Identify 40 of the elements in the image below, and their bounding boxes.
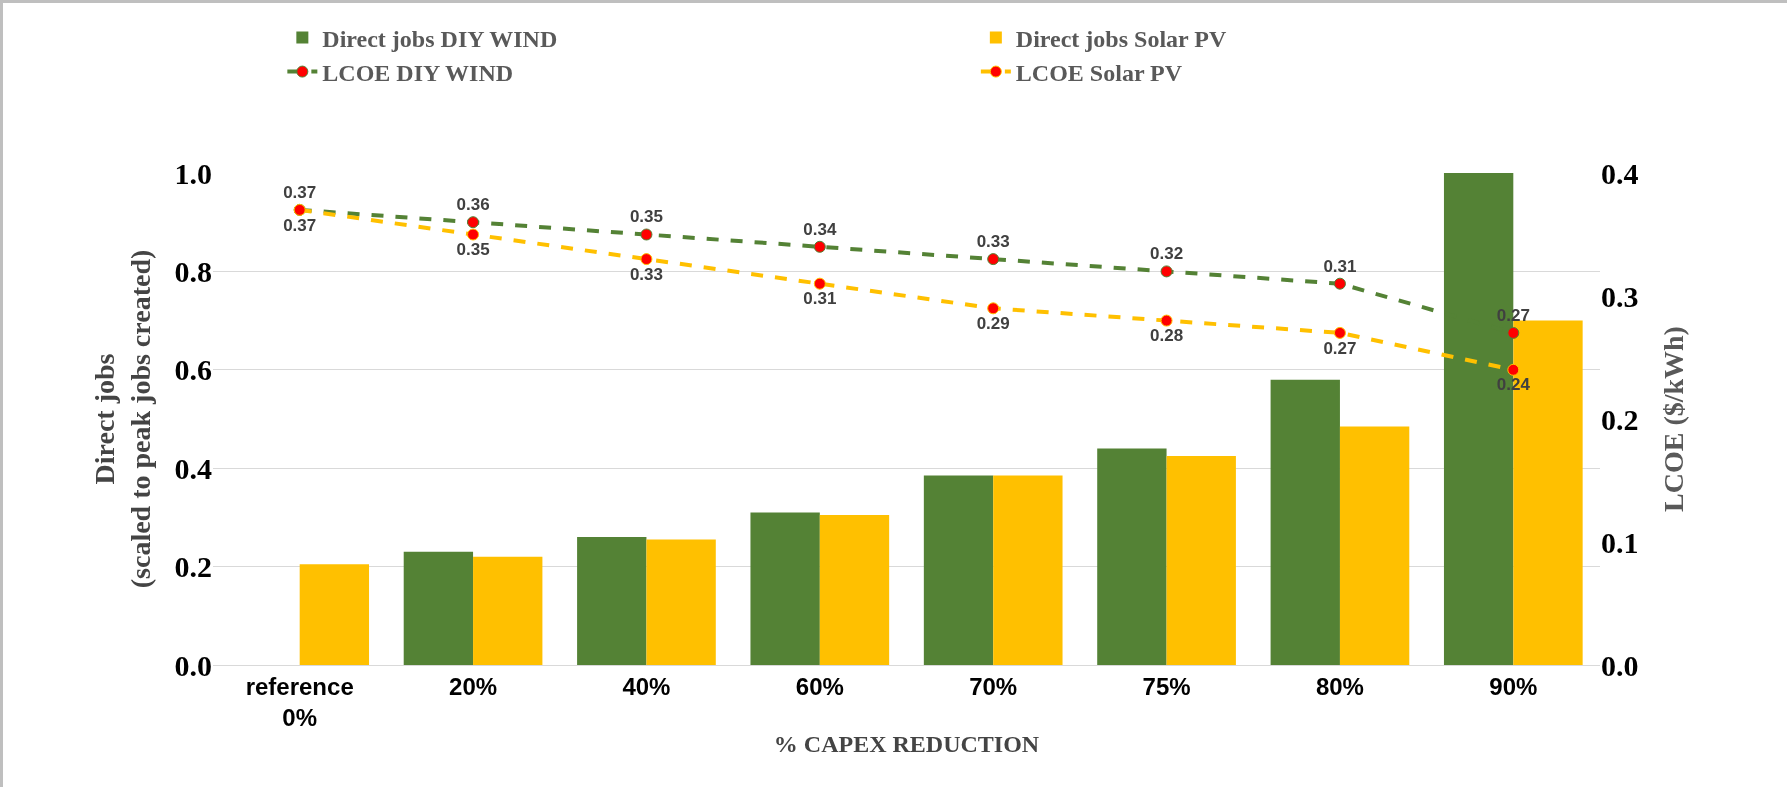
y-tick-label: 0.6	[174, 353, 212, 387]
y-tick-label: 1.0	[174, 156, 212, 190]
data-label: 0.31	[1323, 256, 1357, 276]
x-tick-label: 20%	[449, 672, 498, 700]
data-label: 0.35	[629, 207, 663, 227]
x-tick-label: 60%	[795, 672, 844, 700]
data-label: 0.31	[803, 289, 837, 309]
y2-tick-label: 0.1	[1601, 525, 1639, 559]
y2-tick-label: 0.3	[1601, 279, 1639, 313]
y2-tick-label: 0.0	[1601, 648, 1639, 682]
legend-label: Direct jobs DIY WIND	[322, 25, 558, 52]
data-label: 0.33	[976, 231, 1010, 251]
x-tick-label: 80%	[1315, 672, 1364, 700]
x-tick-label: 40%	[622, 672, 671, 700]
x-tick-label: 90%	[1489, 672, 1538, 700]
data-label: 0.37	[283, 215, 317, 235]
data-label: 0.29	[976, 313, 1010, 333]
data-label: 0.33	[629, 264, 663, 284]
y-tick-label: 0.2	[174, 550, 212, 584]
data-label: 0.35	[456, 240, 490, 260]
y-axis-title: Direct jobs (scaled to peak jobs created)	[88, 249, 157, 589]
data-label: 0.34	[803, 219, 837, 239]
x-tick-label: 70%	[969, 672, 1018, 700]
data-label: 0.28	[1150, 326, 1184, 346]
legend-label: LCOE Solar PV	[1015, 59, 1183, 86]
data-label: 0.36	[456, 195, 490, 215]
data-label: 0.32	[1150, 244, 1184, 264]
y2-axis-title: LCOE ($/kWh)	[1657, 326, 1689, 512]
data-label: 0.27	[1323, 338, 1357, 358]
y-tick-label: 0.0	[174, 648, 212, 682]
y2-tick-label: 0.2	[1601, 402, 1639, 436]
y-tick-label: 0.4	[174, 451, 212, 485]
y2-tick-label: 0.4	[1601, 156, 1639, 190]
x-tick-label: reference 0%	[245, 672, 354, 731]
y-tick-label: 0.8	[174, 254, 212, 288]
legend-label: Direct jobs Solar PV	[1015, 25, 1227, 52]
x-axis-title: % CAPEX REDUCTION	[773, 731, 1040, 758]
data-label: 0.37	[283, 182, 317, 202]
x-tick-label: 75%	[1142, 672, 1191, 700]
legend-label: LCOE DIY WIND	[322, 59, 514, 86]
